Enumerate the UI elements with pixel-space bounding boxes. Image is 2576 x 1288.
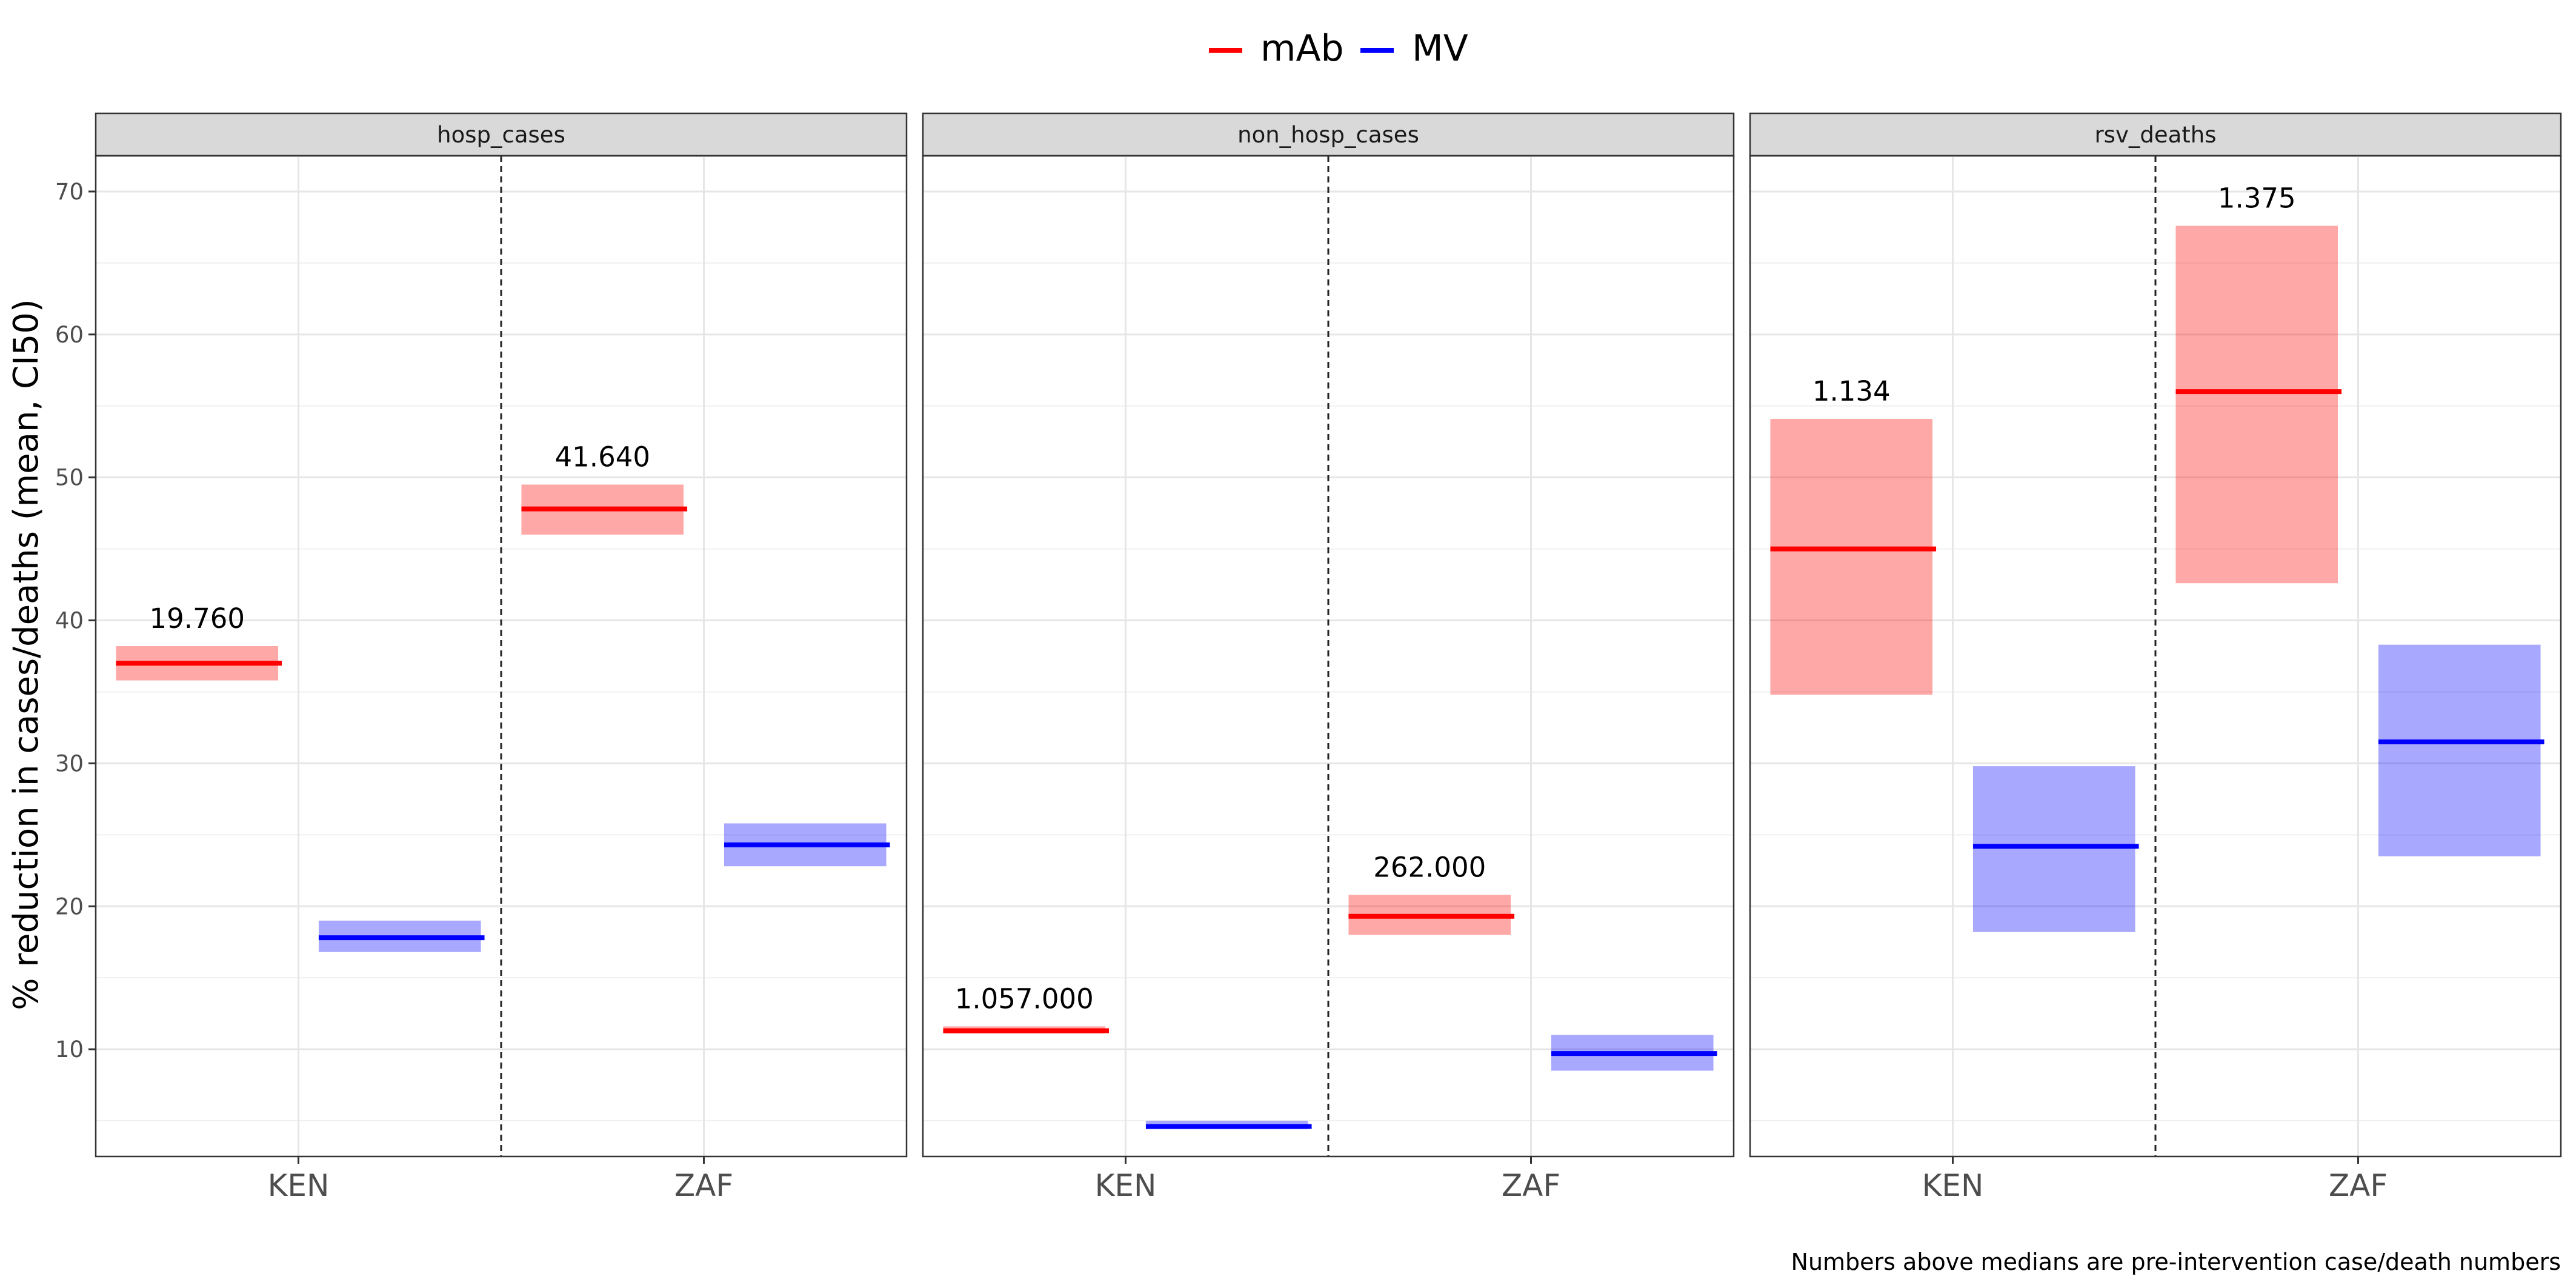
x-tick-label: KEN [1095, 1168, 1157, 1203]
y-tick-label: 70 [55, 179, 84, 205]
panel-border [95, 155, 908, 1158]
y-tick-label: 10 [55, 1036, 84, 1063]
legend-label-mab: mAb [1260, 27, 1344, 70]
strip-hosp_cases [95, 112, 908, 157]
y-tick-label: 50 [55, 465, 84, 491]
caption: Numbers above medians are pre-interventi… [1791, 1249, 2561, 1275]
case-count-label: 1.057.000 [955, 983, 1094, 1015]
case-count-label: 262.000 [1373, 851, 1486, 883]
strip-label: rsv_deaths [2094, 122, 2216, 148]
y-tick-label: 30 [55, 750, 84, 776]
strip-rsv_deaths [1749, 112, 2562, 157]
strip-label: hosp_cases [437, 122, 565, 148]
case-count-label: 1.375 [2218, 182, 2296, 215]
panel-non_hosp_cases: non_hosp_cases 1.057.000 262.000 KEN ZAF [922, 112, 1735, 1203]
legend: mAb MV [1209, 27, 1468, 70]
panel-rsv_deaths: rsv_deaths 1.134 1.375 KEN ZAF [1749, 112, 2562, 1203]
y-tick-label: 20 [55, 893, 84, 919]
case-count-label: 41.640 [555, 441, 650, 473]
y-tick-label: 40 [55, 608, 84, 634]
panel-hosp_cases: hosp_cases 19.760 41.640 KEN ZAF [95, 112, 908, 1203]
x-tick-label: ZAF [2329, 1168, 2388, 1203]
strip-label: non_hosp_cases [1237, 122, 1419, 148]
ci-band-mv-ken [1972, 766, 2135, 932]
ci-band-mab-zaf [2175, 225, 2338, 584]
x-tick-label: KEN [268, 1168, 330, 1203]
case-count-label: 19.760 [150, 602, 245, 635]
x-tick-label: KEN [1922, 1168, 1984, 1203]
strip-non_hosp_cases [922, 112, 1735, 157]
case-count-label: 1.134 [1812, 375, 1891, 407]
y-tick-label: 60 [55, 322, 84, 348]
ci-band-mv-zaf [2378, 644, 2541, 856]
ci-band-mab-ken [1770, 418, 1933, 695]
panel-border [1749, 155, 2562, 1158]
y-axis-label: % reduction in cases/deaths (mean, CI50) [7, 299, 46, 1010]
panel-border [922, 155, 1735, 1158]
x-tick-label: ZAF [1502, 1168, 1560, 1203]
x-tick-label: ZAF [674, 1168, 733, 1203]
legend-label-mv: MV [1412, 27, 1468, 70]
